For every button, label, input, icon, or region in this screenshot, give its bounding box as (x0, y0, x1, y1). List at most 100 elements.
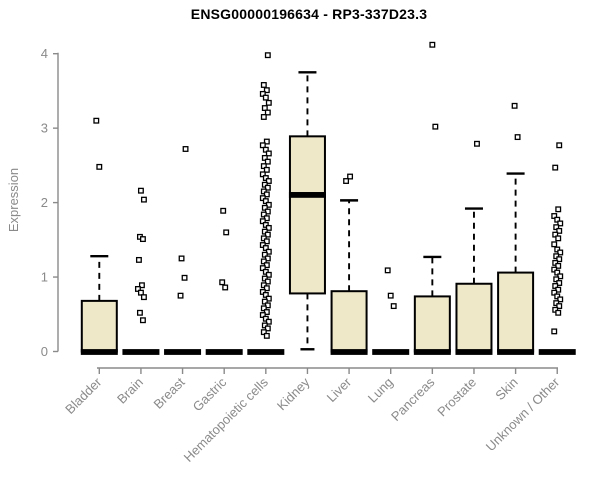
outlier-point-brain-7 (137, 289, 144, 296)
median-bar-skin (497, 349, 535, 355)
outlier-point-unknown-other-16 (555, 262, 562, 269)
outlier-point-hematopoietic-cells-52 (259, 288, 266, 295)
outlier-point-hematopoietic-cells-25 (262, 198, 269, 205)
outlier-point-hematopoietic-cells-41 (261, 251, 268, 258)
outlier-point-hematopoietic-cells-1 (260, 82, 267, 88)
outlier-point-gastric-2 (219, 279, 226, 286)
outlier-point-hematopoietic-cells-13 (261, 154, 268, 161)
x-axis-label-gastric: Gastric (190, 374, 230, 414)
median-bar-kidney (288, 192, 326, 198)
outlier-point-brain-6 (134, 286, 141, 292)
median-bar-lung (372, 349, 410, 355)
boxplot-group-pancreas (413, 41, 451, 355)
iqr-box-kidney (288, 135, 326, 295)
outlier-point-unknown-other-29 (552, 306, 559, 313)
outlier-point-breast-0 (182, 146, 189, 152)
outlier-point-hematopoietic-cells-61 (265, 318, 272, 325)
x-axis-label-brain: Brain (114, 375, 146, 407)
outlier-point-hematopoietic-cells-29 (260, 211, 267, 218)
boxplot-group-hematopoietic-cells (247, 52, 285, 355)
boxplot-group-liver (330, 173, 368, 355)
outlier-point-bladder-0 (93, 117, 100, 124)
outlier-point-unknown-other-25 (554, 293, 561, 300)
outlier-point-brain-0 (137, 187, 144, 194)
outlier-point-gastric-3 (222, 284, 229, 291)
outlier-point-unknown-other-6 (553, 224, 560, 231)
outlier-point-hematopoietic-cells-16 (263, 166, 270, 173)
y-tick-label-1: 1 (41, 270, 48, 285)
outlier-point-unknown-other-7 (556, 227, 563, 234)
outlier-point-hematopoietic-cells-54 (265, 295, 272, 302)
outlier-point-hematopoietic-cells-5 (265, 99, 272, 106)
outlier-point-hematopoietic-cells-60 (262, 315, 269, 322)
outlier-point-bladder-1 (96, 163, 103, 170)
outlier-point-hematopoietic-cells-7 (264, 109, 271, 116)
outlier-point-hematopoietic-cells-50 (260, 282, 267, 289)
outlier-point-hematopoietic-cells-26 (265, 201, 272, 208)
x-axis-label-pancreas: Pancreas (388, 374, 438, 424)
outlier-point-lung-0 (384, 267, 391, 274)
outlier-point-hematopoietic-cells-53 (262, 291, 269, 298)
outlier-point-unknown-other-13 (553, 253, 560, 260)
x-axis-label-skin: Skin (492, 375, 520, 403)
outlier-point-hematopoietic-cells-51 (263, 285, 270, 292)
outlier-point-hematopoietic-cells-32 (262, 221, 269, 228)
y-tick-label-3: 3 (41, 121, 48, 136)
outlier-point-hematopoietic-cells-65 (263, 332, 270, 339)
outlier-point-brain-10 (139, 317, 146, 324)
median-bar-prostate (455, 349, 493, 355)
x-axis-label-unknown-other: Unknown / Other (483, 374, 563, 454)
outlier-point-hematopoietic-cells-24 (259, 195, 266, 202)
outlier-point-hematopoietic-cells-17 (259, 171, 266, 178)
outlier-point-hematopoietic-cells-57 (260, 305, 267, 312)
outlier-point-unknown-other-18 (554, 269, 561, 276)
outlier-point-hematopoietic-cells-42 (264, 255, 271, 262)
outlier-point-brain-3 (139, 236, 146, 243)
outlier-point-hematopoietic-cells-55 (261, 298, 268, 305)
outlier-point-prostate-0 (474, 140, 480, 147)
outlier-point-unknown-other-24 (551, 289, 558, 296)
outlier-point-hematopoietic-cells-0 (264, 52, 271, 59)
outlier-point-pancreas-1 (432, 123, 439, 130)
outlier-point-hematopoietic-cells-3 (259, 90, 266, 97)
x-axis-label-lung: Lung (365, 375, 396, 406)
outlier-point-hematopoietic-cells-23 (263, 191, 270, 198)
boxplot-group-bladder (80, 117, 118, 355)
median-bar-breast (164, 349, 202, 355)
outlier-point-unknown-other-26 (557, 296, 564, 303)
boxplot-group-lung (372, 267, 410, 355)
outlier-point-hematopoietic-cells-63 (264, 325, 271, 332)
outlier-point-unknown-other-11 (554, 246, 561, 253)
outlier-point-hematopoietic-cells-27 (261, 204, 268, 211)
outlier-point-unknown-other-12 (557, 249, 564, 256)
outlier-point-unknown-other-15 (552, 259, 559, 266)
chart-title: ENSG00000196634 - RP3-337D23.3 (190, 6, 428, 22)
outlier-point-unknown-other-4 (554, 216, 561, 223)
outlier-point-hematopoietic-cells-44 (263, 262, 270, 269)
boxplot-group-unknown-other (538, 142, 576, 355)
outlier-point-unknown-other-14 (556, 256, 563, 263)
outlier-point-brain-4 (135, 256, 142, 263)
outlier-point-unknown-other-9 (555, 235, 562, 242)
outlier-point-unknown-other-20 (553, 276, 560, 283)
outlier-point-hematopoietic-cells-9 (263, 138, 270, 145)
outlier-point-liver-0 (347, 173, 354, 180)
outlier-point-hematopoietic-cells-45 (259, 265, 266, 272)
outlier-point-hematopoietic-cells-37 (263, 238, 270, 245)
outlier-point-unknown-other-21 (556, 280, 563, 286)
outlier-point-hematopoietic-cells-40 (265, 248, 272, 255)
outlier-point-hematopoietic-cells-58 (263, 309, 270, 315)
outlier-point-unknown-other-22 (552, 283, 559, 289)
outlier-point-lung-1 (387, 292, 394, 299)
x-axis-label-prostate: Prostate (434, 375, 479, 420)
outlier-point-breast-2 (181, 274, 188, 281)
median-bar-gastric (205, 349, 243, 355)
outlier-point-hematopoietic-cells-43 (260, 258, 267, 265)
boxplot-group-skin (497, 102, 535, 355)
y-tick-label-0: 0 (41, 344, 48, 359)
outlier-point-hematopoietic-cells-56 (264, 302, 271, 309)
x-axis-label-kidney: Kidney (274, 374, 313, 413)
outlier-point-brain-9 (136, 309, 143, 316)
median-bar-unknown-other (538, 349, 576, 355)
